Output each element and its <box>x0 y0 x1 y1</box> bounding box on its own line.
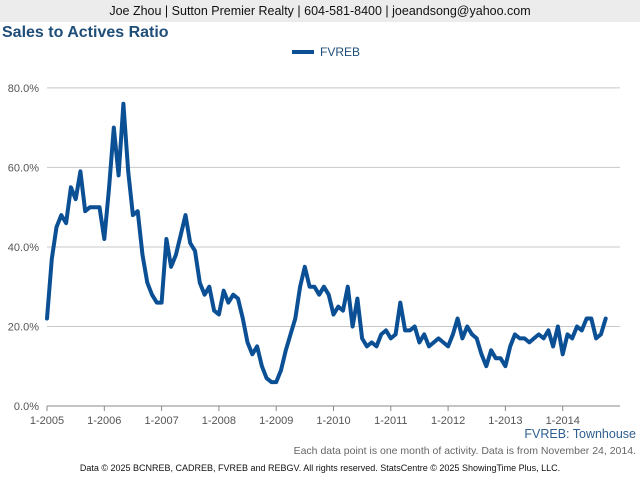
x-tick-label: 1-2007 <box>144 415 178 427</box>
y-tick-label: 80.0% <box>8 83 39 95</box>
legend: FVREB <box>292 45 360 59</box>
chart-title: Sales to Actives Ratio <box>2 24 169 41</box>
x-tick-label: 1-2010 <box>316 415 350 427</box>
x-tick-label: 1-2009 <box>259 415 293 427</box>
series-line-fvreb <box>45 101 608 385</box>
copyright-footer: Data © 2025 BCNREB, CADREB, FVREB and RE… <box>79 463 561 473</box>
y-tick-label: 20.0% <box>8 321 39 333</box>
y-tick-label: 40.0% <box>8 242 39 254</box>
y-tick-label: 60.0% <box>8 162 39 174</box>
legend-label-fvreb: FVREB <box>320 45 360 59</box>
x-tick-label: 1-2014 <box>546 415 580 427</box>
x-tick-label: 1-2012 <box>431 415 465 427</box>
series-layer <box>45 101 608 385</box>
axes: 0.0% 20.0% 40.0% 60.0% 80.0% 1-2005 1-2006 1-20… <box>8 83 620 427</box>
contact-header: Joe Zhou | Sutton Premier Realty | 604-5… <box>0 0 640 22</box>
x-tick-label: 1-2006 <box>87 415 121 427</box>
source-label: FVREB: Townhouse <box>524 427 636 441</box>
x-tick-label: 1-2005 <box>30 415 64 427</box>
y-tick-label: 0.0% <box>14 401 39 413</box>
x-tick-label: 1-2013 <box>488 415 522 427</box>
x-tick-label: 1-2008 <box>202 415 236 427</box>
data-note: Each data point is one month of activity… <box>293 445 636 457</box>
x-tick-label: 1-2011 <box>374 415 407 427</box>
